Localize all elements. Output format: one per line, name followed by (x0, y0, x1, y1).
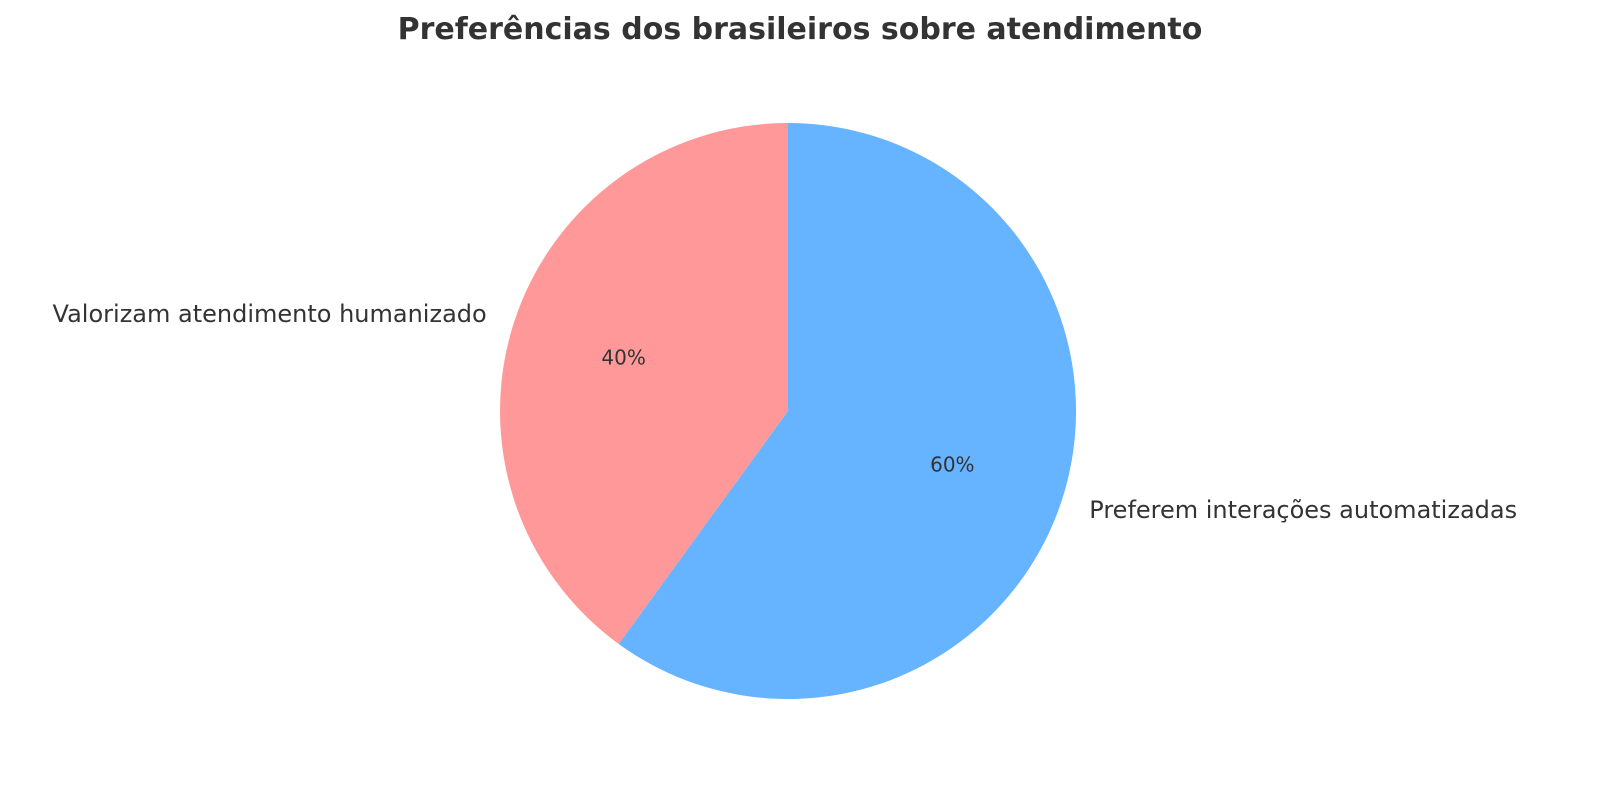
pie-slice-2 (618, 123, 1076, 699)
pie-percent-label-2: 60% (930, 452, 974, 476)
pie-category-label-1: Valorizam atendimento humanizado (53, 300, 487, 328)
pie-slice-1 (499, 123, 788, 644)
pie-percent-label-1: 40% (601, 346, 645, 370)
chart-title: Preferências dos brasileiros sobre atend… (398, 12, 1203, 47)
pie-slices (499, 123, 1076, 699)
pie-category-label-2: Preferem interações automatizadas (1089, 496, 1517, 524)
pie-labels: 40% Valorizam atendimento humanizado 60% Pr… (53, 300, 1518, 524)
